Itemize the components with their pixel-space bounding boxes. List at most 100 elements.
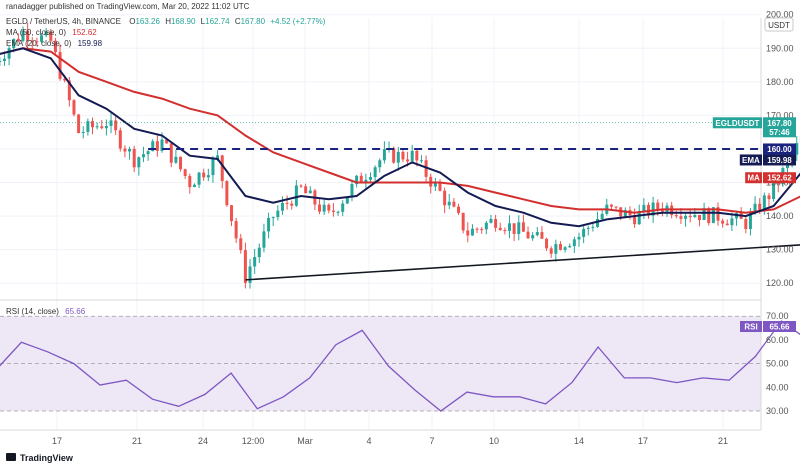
candle-body xyxy=(183,169,187,177)
candle-body xyxy=(318,204,322,212)
candle-body xyxy=(290,203,294,206)
candle-body xyxy=(443,190,447,206)
time-axis[interactable]: 17 21 24 12:00 Mar 4 7 10 14 17 21 xyxy=(52,436,728,446)
candle-body xyxy=(521,222,525,232)
candle-body xyxy=(702,208,706,221)
legend-ma-row: MA (50, close, 0) 152.62 xyxy=(6,28,97,37)
rsi-tag-value-bg xyxy=(763,321,796,333)
rsi-tick-label: 60.00 xyxy=(766,335,789,345)
candle-body xyxy=(63,78,67,81)
candle-body xyxy=(540,232,544,239)
candle-body xyxy=(684,215,688,219)
candle-body xyxy=(378,160,382,168)
candle-body xyxy=(262,231,266,248)
time-tick-label: 12:00 xyxy=(242,436,265,446)
candle-body xyxy=(7,48,11,59)
candle-body xyxy=(257,247,261,258)
candle-body xyxy=(100,126,104,129)
candle-body xyxy=(146,151,150,155)
candle-body xyxy=(721,220,725,224)
last-price-tag-value: 167.80 xyxy=(767,119,792,128)
candle-body xyxy=(651,202,655,216)
candle-body xyxy=(401,151,405,160)
ema-label: EMA (20, close, 0) xyxy=(6,39,72,48)
candle-body xyxy=(415,150,419,161)
candle-body xyxy=(586,227,590,229)
candle-body xyxy=(744,218,748,230)
candle-body xyxy=(220,155,224,181)
candle-body xyxy=(410,150,414,162)
candle-body xyxy=(693,215,697,218)
ema-tag-label: EMA xyxy=(742,156,760,165)
candle-body xyxy=(767,195,771,200)
candle-body xyxy=(730,218,734,226)
candle-body xyxy=(572,239,576,247)
candle-body xyxy=(345,196,349,204)
candle-body xyxy=(322,204,326,212)
candle-body xyxy=(424,160,428,177)
rsi-tick-label: 40.00 xyxy=(766,382,789,392)
candle-body xyxy=(674,215,678,217)
candle-body xyxy=(308,190,312,194)
change-value: +4.52 (+2.77%) xyxy=(270,17,325,26)
time-tick-label: 14 xyxy=(574,436,584,446)
time-tick-label: 21 xyxy=(718,436,728,446)
candle-body xyxy=(633,215,637,225)
rsi-axis[interactable]: 70.00 60.00 50.00 40.00 30.00 xyxy=(766,311,789,416)
candle-body xyxy=(21,30,25,41)
time-tick-label: 10 xyxy=(489,436,499,446)
ma-value: 152.62 xyxy=(72,28,97,37)
candle-body xyxy=(369,177,372,180)
candle-body xyxy=(697,215,701,221)
candle-body xyxy=(35,41,39,43)
candle-body xyxy=(12,38,16,49)
candle-body xyxy=(355,175,359,185)
candle-body xyxy=(160,139,164,151)
candle-body xyxy=(331,210,335,212)
ma-tag-value-bg xyxy=(763,172,796,184)
support-trendline[interactable] xyxy=(245,240,800,281)
candle-body xyxy=(267,217,271,232)
candle-body xyxy=(642,204,646,212)
candle-body xyxy=(280,202,284,211)
candle-body xyxy=(517,222,521,234)
rsi-tick-label: 70.00 xyxy=(766,311,789,321)
candle-body xyxy=(276,210,280,218)
time-tick-label: 7 xyxy=(429,436,434,446)
candle-body xyxy=(141,154,145,158)
time-tick-label: 21 xyxy=(132,436,142,446)
candle-body xyxy=(568,246,572,248)
candle-body xyxy=(350,184,354,197)
candle-body xyxy=(211,158,215,176)
candle-body xyxy=(155,141,159,151)
candle-body xyxy=(707,208,711,224)
candle-body xyxy=(762,195,766,212)
candle-body xyxy=(86,121,90,132)
candle-body xyxy=(438,182,442,191)
candle-body xyxy=(169,143,173,163)
candle-body xyxy=(192,184,196,188)
candle-body xyxy=(484,222,488,230)
candle-body xyxy=(554,244,558,254)
candle-body xyxy=(406,159,410,162)
candle-body xyxy=(248,266,252,283)
candle-body xyxy=(341,203,345,212)
candle-body xyxy=(508,223,511,231)
candle-body xyxy=(58,52,62,79)
candle-body xyxy=(382,149,386,161)
last-price-tag-label-bg xyxy=(712,117,762,129)
candle-body xyxy=(609,204,613,207)
candle-body xyxy=(623,210,627,217)
candle-body xyxy=(294,185,298,206)
time-tick-label: 17 xyxy=(638,436,648,446)
currency-badge[interactable] xyxy=(764,17,794,32)
low-value: 162.74 xyxy=(205,17,230,26)
currency-badge-text: USDT xyxy=(768,21,790,30)
candle-body xyxy=(591,226,595,228)
candle-body xyxy=(489,218,493,223)
candle-body xyxy=(2,58,6,61)
candle-body xyxy=(452,201,456,207)
resistance-tag-value: 160.00 xyxy=(767,145,792,154)
